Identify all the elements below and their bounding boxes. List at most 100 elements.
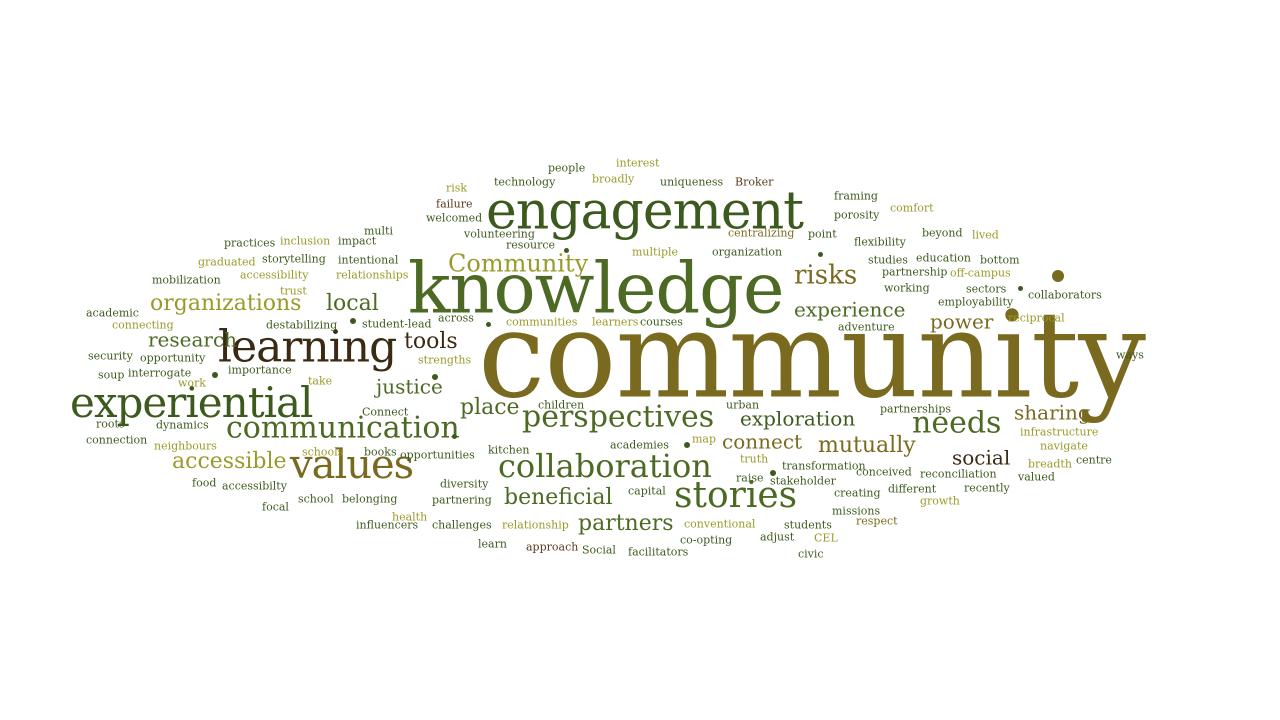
cloud-word-approach: approach bbox=[526, 540, 579, 554]
cloud-word-studies: studies bbox=[868, 253, 908, 267]
cloud-word-transformation: transformation bbox=[782, 459, 866, 473]
cloud-word-partners: partners bbox=[578, 510, 674, 536]
cloud-word-recently: recently bbox=[964, 481, 1010, 495]
cloud-word-kitchen: kitchen bbox=[488, 443, 530, 457]
cloud-word-welcomed: welcomed bbox=[426, 211, 483, 225]
cloud-word-across: across bbox=[438, 311, 474, 325]
cloud-word-courses: courses bbox=[640, 315, 683, 329]
cloud-word-connect: connect bbox=[722, 429, 803, 454]
decor-dot bbox=[212, 372, 218, 378]
decor-dot bbox=[818, 252, 823, 257]
cloud-word-interrogate: interrogate bbox=[128, 366, 192, 380]
cloud-word-raise: raise bbox=[736, 471, 764, 485]
cloud-word-destabilizing: destabilizing bbox=[266, 318, 338, 332]
cloud-word-sectors: sectors bbox=[966, 282, 1007, 296]
cloud-word-organizations: organizations bbox=[150, 290, 302, 316]
cloud-word-school: school bbox=[298, 492, 334, 506]
cloud-word-interest: interest bbox=[616, 156, 660, 170]
cloud-word-connecting: connecting bbox=[112, 318, 174, 332]
cloud-word-relationship: relationship bbox=[502, 518, 569, 532]
cloud-word-exploration: exploration bbox=[740, 406, 856, 431]
cloud-word-knowledge: knowledge bbox=[408, 247, 784, 330]
decor-dot bbox=[432, 374, 438, 380]
cloud-word-adjust: adjust bbox=[760, 530, 795, 544]
decor-dot bbox=[564, 248, 569, 253]
cloud-word-belonging: belonging bbox=[342, 492, 398, 506]
cloud-word-accessibility: accessibility bbox=[240, 268, 309, 282]
cloud-word-communication: communication bbox=[226, 410, 460, 446]
cloud-word-respect: respect bbox=[856, 514, 898, 528]
cloud-word-broker: Broker bbox=[735, 175, 774, 189]
cloud-word-learning: learning bbox=[218, 321, 397, 373]
cloud-word-different: different bbox=[888, 482, 937, 496]
cloud-word-risk: risk bbox=[446, 181, 468, 195]
cloud-word-challenges: challenges bbox=[432, 518, 492, 532]
cloud-word-community: community bbox=[478, 286, 1146, 426]
cloud-word-centralizing: centralizing bbox=[728, 226, 795, 240]
cloud-word-needs: needs bbox=[912, 405, 1002, 441]
cloud-word-risks: risks bbox=[794, 260, 858, 291]
cloud-word-social: Social bbox=[582, 543, 616, 557]
cloud-word-health: health bbox=[392, 510, 428, 524]
cloud-word-facilitators: facilitators bbox=[628, 545, 689, 559]
cloud-word-reciprocal: reciprocal bbox=[1008, 311, 1065, 325]
cloud-word-graduated: graduated bbox=[198, 255, 256, 269]
cloud-word-importance: importance bbox=[228, 363, 292, 377]
cloud-word-storytelling: storytelling bbox=[262, 252, 326, 266]
decor-dot bbox=[1018, 286, 1023, 291]
cloud-word-children: children bbox=[538, 398, 585, 412]
cloud-word-valued: valued bbox=[1018, 470, 1055, 484]
cloud-word-people: people bbox=[548, 161, 586, 175]
cloud-word-volunteering: volunteering bbox=[464, 227, 535, 241]
cloud-word-power: power bbox=[930, 309, 994, 334]
cloud-word-experiential: experiential bbox=[70, 378, 313, 428]
cloud-word-map: map bbox=[692, 432, 717, 446]
cloud-word-trust: trust bbox=[280, 284, 307, 298]
decor-dot bbox=[350, 318, 356, 324]
cloud-word-cel: CEL bbox=[814, 531, 838, 545]
cloud-word-education: education bbox=[916, 251, 971, 265]
cloud-word-multiple: multiple bbox=[632, 245, 679, 259]
decor-dot bbox=[486, 322, 491, 327]
cloud-word-comfort: comfort bbox=[890, 201, 934, 215]
cloud-word-stakeholder: stakeholder bbox=[770, 474, 836, 488]
cloud-word-engagement: engagement bbox=[486, 181, 804, 242]
cloud-word-inclusion: inclusion bbox=[280, 234, 331, 248]
cloud-word-beneficial: beneficial bbox=[504, 484, 613, 510]
cloud-word-collaborators: collaborators bbox=[1028, 288, 1102, 302]
cloud-word-conceived: conceived bbox=[856, 465, 912, 479]
cloud-word-uniqueness: uniqueness bbox=[660, 175, 724, 189]
cloud-word-off-campus: off-campus bbox=[950, 266, 1011, 280]
cloud-word-organization: organization bbox=[712, 245, 783, 259]
decor-dot bbox=[452, 434, 457, 439]
cloud-word-civic: civic bbox=[798, 547, 824, 561]
cloud-word-tools: tools bbox=[404, 328, 458, 354]
cloud-word-missions: missions bbox=[832, 504, 881, 518]
cloud-word-student-lead: student-lead bbox=[362, 317, 432, 331]
cloud-word-flexibility: flexibility bbox=[854, 235, 906, 249]
cloud-word-multi: multi bbox=[364, 224, 393, 238]
cloud-word-strengths: strengths bbox=[418, 353, 472, 367]
cloud-word-reconciliation: reconciliation bbox=[920, 467, 997, 481]
decor-dot bbox=[684, 442, 690, 448]
cloud-word-urban: urban bbox=[726, 398, 760, 412]
cloud-word-opportunities: opportunities bbox=[400, 448, 475, 462]
cloud-word-opportunity: opportunity bbox=[140, 351, 206, 365]
cloud-word-capital: capital bbox=[628, 484, 666, 498]
cloud-word-food: food bbox=[192, 476, 217, 490]
cloud-word-mobilization: mobilization bbox=[152, 273, 221, 287]
cloud-word-failure: failure bbox=[436, 197, 473, 211]
cloud-word-influencers: influencers bbox=[356, 518, 419, 532]
cloud-word-partnership: partnership bbox=[882, 265, 948, 279]
cloud-word-work: work bbox=[178, 376, 206, 390]
cloud-word-social: social bbox=[952, 445, 1011, 470]
cloud-word-soup: soup bbox=[98, 368, 125, 382]
cloud-word-navigate: navigate bbox=[1040, 439, 1088, 453]
cloud-word-intentional: intentional bbox=[338, 253, 399, 267]
cloud-word-collaboration: collaboration bbox=[498, 447, 712, 486]
cloud-word-accessible: accessible bbox=[172, 448, 287, 474]
cloud-word-dynamics: dynamics bbox=[156, 418, 209, 432]
cloud-word-adventure: adventure bbox=[838, 320, 895, 334]
cloud-word-resource: resource bbox=[506, 238, 556, 252]
cloud-word-lived: lived bbox=[972, 228, 999, 242]
